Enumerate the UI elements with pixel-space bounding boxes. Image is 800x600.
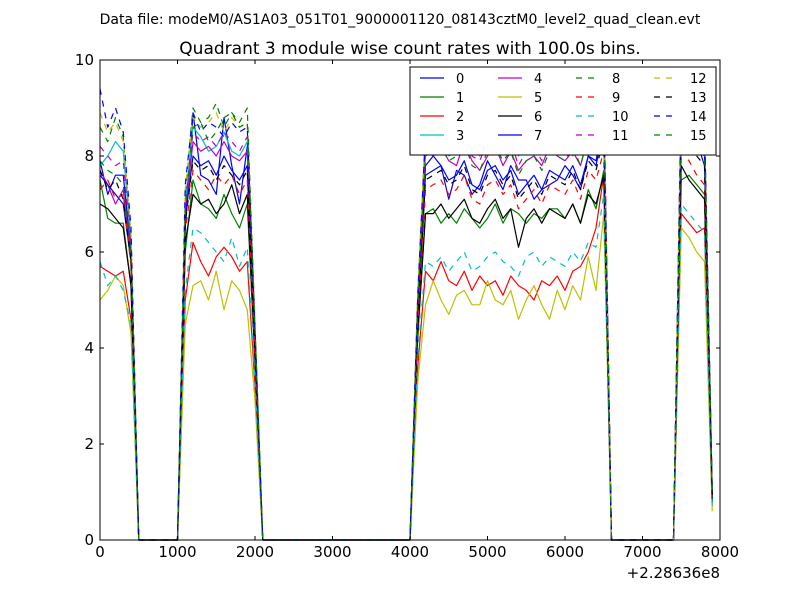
series-line-0 bbox=[99, 112, 713, 541]
y-tick-label: 6 bbox=[84, 243, 94, 261]
legend-label-15: 15 bbox=[690, 129, 707, 144]
series-line-5 bbox=[99, 213, 713, 541]
series-line-10 bbox=[99, 193, 713, 541]
x-tick-label: 2000 bbox=[236, 543, 274, 561]
x-tick-label: 6000 bbox=[546, 543, 584, 561]
legend-label-13: 13 bbox=[690, 91, 707, 106]
x-tick-label: 8000 bbox=[701, 543, 739, 561]
series-line-7 bbox=[99, 121, 713, 541]
legend-label-14: 14 bbox=[690, 110, 707, 125]
legend-label-12: 12 bbox=[690, 72, 707, 87]
legend-label-8: 8 bbox=[612, 72, 620, 87]
x-tick-label: 1000 bbox=[158, 543, 196, 561]
legend-label-4: 4 bbox=[534, 72, 542, 87]
x-tick-label: 4000 bbox=[391, 543, 429, 561]
y-tick-label: 4 bbox=[84, 339, 94, 357]
chart-title: Quadrant 3 module wise count rates with … bbox=[179, 39, 640, 59]
legend-label-2: 2 bbox=[456, 110, 464, 125]
x-tick-label: 5000 bbox=[468, 543, 506, 561]
series-line-15 bbox=[99, 112, 713, 541]
y-tick-label: 2 bbox=[84, 435, 94, 453]
series-line-2 bbox=[99, 174, 713, 541]
y-tick-label: 0 bbox=[84, 531, 94, 549]
x-tick-label: 7000 bbox=[623, 543, 661, 561]
y-tick-label: 8 bbox=[84, 147, 94, 165]
legend-label-11: 11 bbox=[612, 129, 629, 144]
x-tick-label: 3000 bbox=[313, 543, 351, 561]
series-line-6 bbox=[99, 165, 713, 541]
legend-label-5: 5 bbox=[534, 91, 542, 106]
series-line-1 bbox=[99, 169, 713, 541]
legend-label-1: 1 bbox=[456, 91, 464, 106]
x-tick-label: 0 bbox=[95, 543, 105, 561]
figure-suptitle: Data file: modeM0/AS1A03_051T01_90000011… bbox=[100, 12, 701, 28]
legend-box bbox=[409, 66, 717, 156]
legend-label-9: 9 bbox=[612, 91, 620, 106]
legend-label-10: 10 bbox=[612, 110, 629, 125]
legend-label-6: 6 bbox=[534, 110, 542, 125]
series-line-9 bbox=[99, 150, 713, 541]
legend-label-3: 3 bbox=[456, 129, 464, 144]
legend-label-0: 0 bbox=[456, 72, 464, 87]
x-offset-label: +2.28636e8 bbox=[627, 564, 720, 582]
y-tick-label: 10 bbox=[75, 51, 94, 69]
legend-label-7: 7 bbox=[534, 129, 542, 144]
